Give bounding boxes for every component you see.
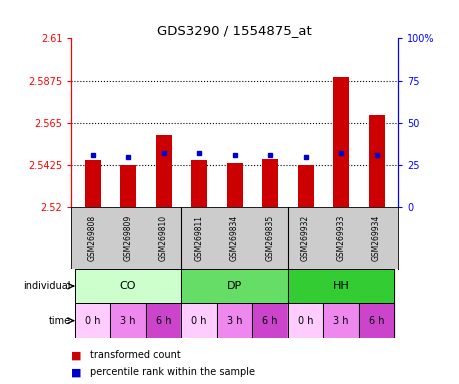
Text: GSM269810: GSM269810	[159, 215, 168, 261]
Text: GSM269809: GSM269809	[123, 215, 132, 261]
Bar	[110, 303, 146, 338]
Text: GSM269932: GSM269932	[301, 215, 309, 261]
Bar	[155, 135, 171, 207]
Bar	[75, 303, 110, 338]
Bar	[120, 165, 136, 207]
Text: GSM269933: GSM269933	[336, 215, 345, 261]
Text: 0 h: 0 h	[191, 316, 207, 326]
Text: 0 h: 0 h	[84, 316, 100, 326]
Text: ■: ■	[71, 350, 82, 360]
Text: GSM269808: GSM269808	[88, 215, 97, 261]
Title: GDS3290 / 1554875_at: GDS3290 / 1554875_at	[157, 24, 311, 37]
Text: percentile rank within the sample: percentile rank within the sample	[90, 367, 254, 377]
Bar	[358, 303, 393, 338]
Bar	[287, 303, 323, 338]
Text: 6 h: 6 h	[156, 316, 171, 326]
Text: ■: ■	[71, 367, 82, 377]
Text: time: time	[48, 316, 70, 326]
Bar	[84, 161, 101, 207]
Bar	[181, 303, 216, 338]
Text: HH: HH	[332, 281, 349, 291]
Bar	[226, 163, 242, 207]
Bar	[297, 165, 313, 207]
Text: GSM269811: GSM269811	[194, 215, 203, 261]
Text: 3 h: 3 h	[333, 316, 348, 326]
Text: CO: CO	[120, 281, 136, 291]
Text: transformed count: transformed count	[90, 350, 180, 360]
Bar	[190, 161, 207, 207]
Bar	[332, 77, 348, 207]
Bar	[181, 269, 287, 303]
Bar	[368, 115, 384, 207]
Bar	[287, 269, 393, 303]
Text: 0 h: 0 h	[297, 316, 313, 326]
Text: 3 h: 3 h	[120, 316, 135, 326]
Text: DP: DP	[226, 281, 242, 291]
Text: GSM269834: GSM269834	[230, 215, 239, 261]
Bar	[75, 269, 181, 303]
Bar	[146, 303, 181, 338]
Text: 6 h: 6 h	[262, 316, 277, 326]
Bar	[262, 159, 278, 207]
Text: individual: individual	[23, 281, 70, 291]
Bar	[216, 303, 252, 338]
Text: 6 h: 6 h	[368, 316, 384, 326]
Bar	[252, 303, 287, 338]
Text: 3 h: 3 h	[226, 316, 242, 326]
Bar	[323, 303, 358, 338]
Text: GSM269835: GSM269835	[265, 215, 274, 261]
Text: GSM269934: GSM269934	[371, 215, 380, 261]
